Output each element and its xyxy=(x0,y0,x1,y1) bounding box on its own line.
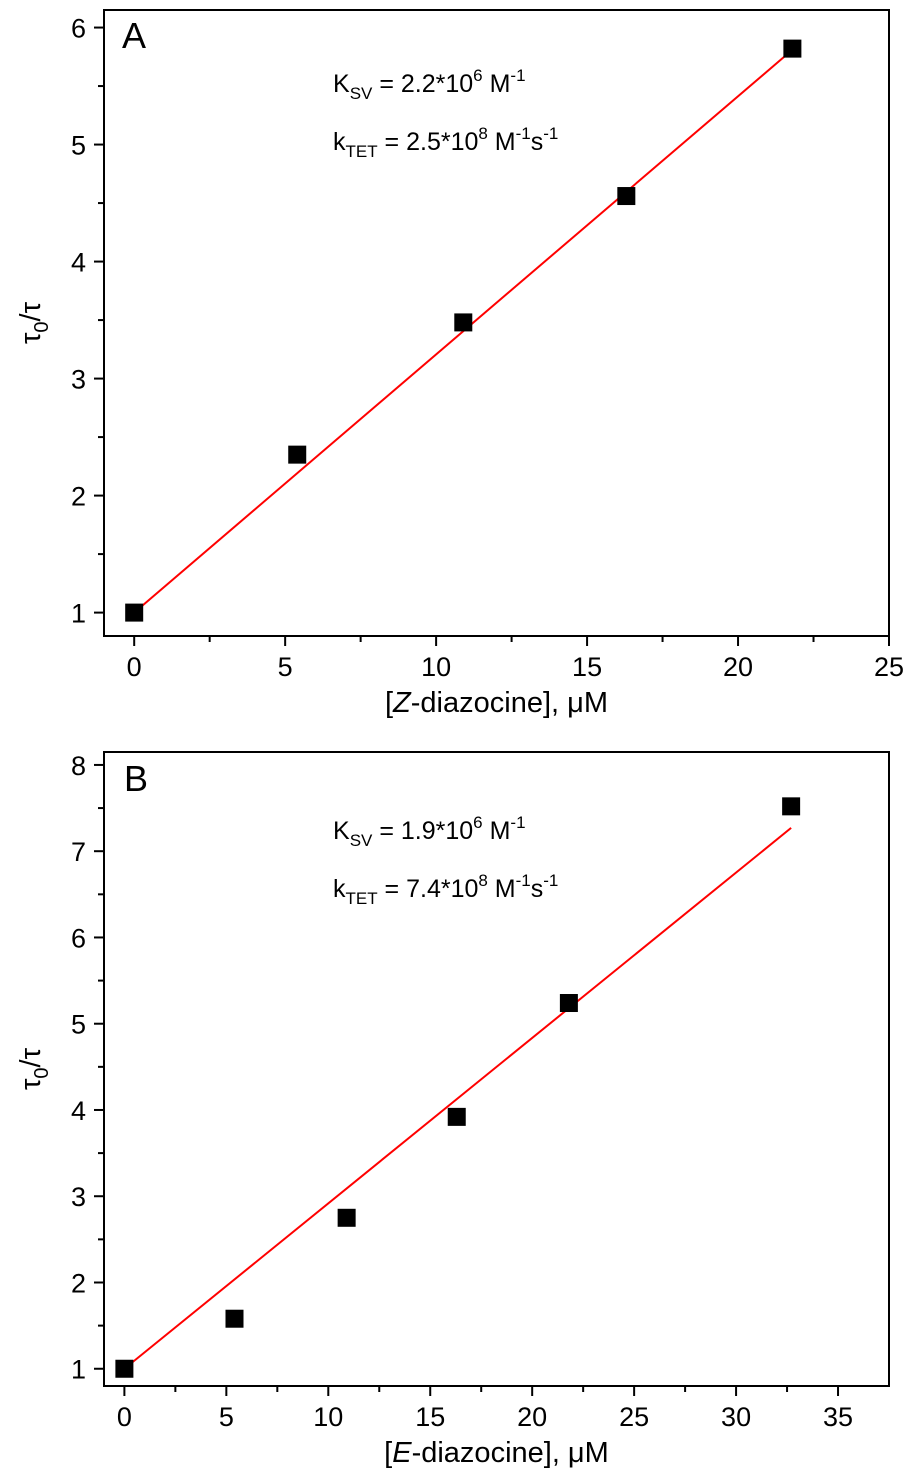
panel-label: B xyxy=(124,758,148,799)
data-point xyxy=(225,1309,244,1328)
y-axis-label: τ0/τ xyxy=(15,1047,53,1090)
x-tick-label: 15 xyxy=(415,1402,445,1432)
x-tick-label: 0 xyxy=(117,1402,132,1432)
y-axis-label: τ0/τ xyxy=(15,301,53,344)
data-point xyxy=(125,603,144,622)
y-tick-label: 2 xyxy=(71,1268,86,1298)
chart-panel-b: 0 5 10 15 20 25 30 35 1 2 3 4 5 6 7 8 [E-diazocine], μM τ… xyxy=(15,751,890,1469)
fit-line xyxy=(123,827,792,1370)
y-tick-label: 8 xyxy=(71,751,86,781)
y-tick-label: 1 xyxy=(71,599,86,629)
x-tick-label: 20 xyxy=(517,1402,547,1432)
annotation-ksv: KSV = 2.2*106 M-1 xyxy=(333,66,526,103)
y-tick-label: 5 xyxy=(71,1010,86,1040)
y-tick-label: 6 xyxy=(71,14,86,44)
x-tick-label: 20 xyxy=(723,652,753,682)
x-tick-label: 25 xyxy=(619,1402,649,1432)
y-tick-label: 3 xyxy=(71,1182,86,1212)
x-axis-label: [E-diazocine], μM xyxy=(384,1437,609,1469)
y-tick-label: 5 xyxy=(71,131,86,161)
y-tick-label: 2 xyxy=(71,482,86,512)
data-point xyxy=(288,445,307,464)
x-tick-label: 35 xyxy=(823,1402,853,1432)
data-point xyxy=(782,797,801,816)
plot-frame xyxy=(103,9,890,637)
x-tick-label: 15 xyxy=(572,652,602,682)
y-tick-label: 1 xyxy=(71,1355,86,1385)
y-tick-label: 6 xyxy=(71,923,86,953)
y-tick-label: 3 xyxy=(71,365,86,395)
x-tick-label: 5 xyxy=(278,652,293,682)
data-point xyxy=(617,187,636,206)
x-tick-label: 0 xyxy=(127,652,142,682)
x-tick-label: 10 xyxy=(313,1402,343,1432)
data-point xyxy=(454,313,473,332)
data-point xyxy=(115,1359,134,1378)
x-tick-label: 30 xyxy=(721,1402,751,1432)
data-point xyxy=(783,39,802,58)
annotation-ktet: kTET = 7.4*108 M-1s-1 xyxy=(333,871,558,908)
annotation-ktet: kTET = 2.5*108 M-1s-1 xyxy=(333,124,558,161)
panel-label: A xyxy=(122,15,146,56)
x-tick-label: 10 xyxy=(421,652,451,682)
data-point xyxy=(559,994,578,1013)
annotation-ksv: KSV = 1.9*106 M-1 xyxy=(333,813,526,850)
x-tick-label: 5 xyxy=(219,1402,234,1432)
y-tick-label: 4 xyxy=(71,248,86,278)
x-tick-label: 25 xyxy=(874,652,904,682)
y-tick-label: 4 xyxy=(71,1096,86,1126)
chart-panel-a: 0 5 10 15 20 25 1 2 3 4 5 6 [Z-diazocine], μM τ0/τ A KS… xyxy=(15,9,904,719)
data-point xyxy=(447,1107,466,1126)
x-axis-label: [Z-diazocine], μM xyxy=(385,687,608,719)
data-point xyxy=(337,1208,356,1227)
plot-frame xyxy=(103,751,890,1387)
y-tick-label: 7 xyxy=(71,837,86,867)
